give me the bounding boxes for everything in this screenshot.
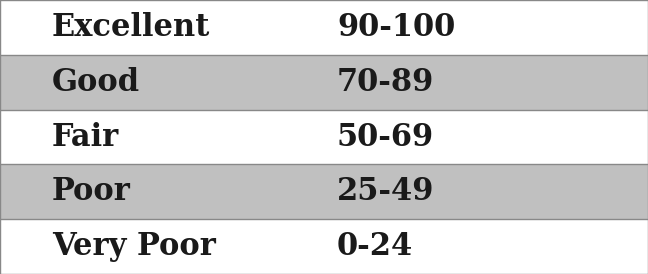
Text: 50-69: 50-69: [337, 121, 434, 153]
Text: Fair: Fair: [52, 121, 119, 153]
Bar: [0, 164, 648, 219]
Text: 90-100: 90-100: [337, 12, 455, 43]
Text: Very Poor: Very Poor: [52, 231, 216, 262]
Text: Poor: Poor: [52, 176, 131, 207]
Text: 70-89: 70-89: [337, 67, 434, 98]
Text: Excellent: Excellent: [52, 12, 210, 43]
Text: 0-24: 0-24: [337, 231, 413, 262]
Bar: [0, 110, 648, 164]
Bar: [0, 219, 648, 274]
Text: 25-49: 25-49: [337, 176, 434, 207]
Text: Good: Good: [52, 67, 140, 98]
Bar: [0, 55, 648, 110]
Bar: [0, 0, 648, 55]
